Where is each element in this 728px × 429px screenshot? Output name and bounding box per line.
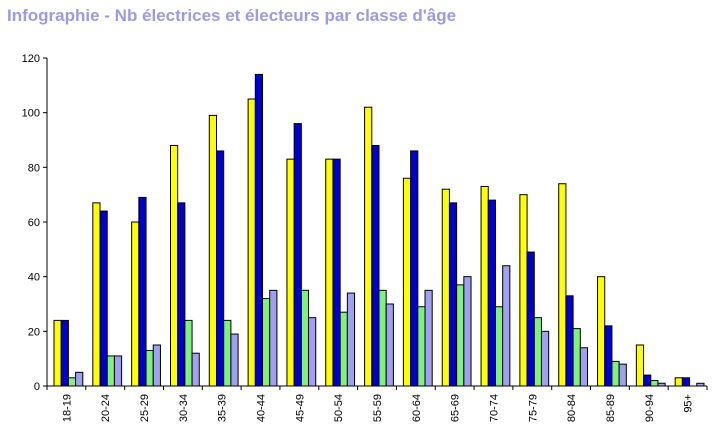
x-tick-label: 90-94 <box>644 394 656 422</box>
bar-60-64-series-1 <box>402 177 412 387</box>
x-tick-label: 25-29 <box>139 394 151 422</box>
bars <box>53 73 705 387</box>
bar-75-79-series-3 <box>533 317 542 387</box>
bar-80-84-series-4 <box>579 347 589 387</box>
bar-70-74-series-2 <box>487 199 496 387</box>
bar-55-59-series-1 <box>364 106 373 387</box>
bar-50-54-series-4 <box>346 292 356 387</box>
bar-55-59-series-4 <box>385 303 394 387</box>
y-tick-label: 60 <box>28 217 40 229</box>
bar-65-69-series-4 <box>463 276 472 387</box>
bar-30-34-series-4 <box>191 352 200 387</box>
bar-45-49-series-3 <box>300 289 310 387</box>
bar-40-44-series-3 <box>262 298 271 387</box>
bar-85-89-series-4 <box>618 363 627 387</box>
bar-45-49-series-1 <box>286 158 295 387</box>
bar-50-54-series-1 <box>325 158 334 387</box>
bar-30-34-series-3 <box>184 319 193 387</box>
bar-65-69-series-1 <box>441 188 450 387</box>
bar-40-44-series-4 <box>269 289 278 387</box>
bar-60-64-series-4 <box>424 289 433 387</box>
bar-55-59-series-2 <box>371 144 380 387</box>
x-tick-label: 30-34 <box>178 394 190 422</box>
y-tick-label: 100 <box>22 108 40 120</box>
x-tick-label: 80-84 <box>566 394 578 422</box>
bar-60-64-series-2 <box>410 150 419 387</box>
x-tick-label: 20-24 <box>100 394 112 422</box>
y-tick-label: 40 <box>28 272 40 284</box>
bar-20-24-series-1 <box>92 202 101 387</box>
bar-75-79-series-2 <box>526 251 535 387</box>
bar-40-44-series-2 <box>254 73 264 387</box>
bar-80-84-series-2 <box>565 295 574 387</box>
bar-20-24-series-2 <box>99 210 108 387</box>
bar-30-34-series-2 <box>177 202 186 387</box>
bar-85-89-series-2 <box>604 325 613 387</box>
x-tick-label: 95+ <box>683 394 695 413</box>
bar-18-19-series-3 <box>67 377 77 387</box>
bar-90-94-series-3 <box>650 380 659 387</box>
bar-50-54-series-2 <box>332 158 341 387</box>
bar-25-29-series-1 <box>131 221 140 387</box>
x-tick-label: 35-39 <box>217 394 229 422</box>
x-tick-label: 45-49 <box>294 394 306 422</box>
bar-95+-series-2 <box>681 377 691 387</box>
bar-35-39-series-4 <box>230 333 239 387</box>
axes <box>46 58 707 387</box>
bar-70-74-series-4 <box>502 265 511 387</box>
bar-35-39-series-3 <box>223 319 232 387</box>
bar-45-49-series-2 <box>293 123 302 387</box>
y-tick-label: 0 <box>34 381 40 393</box>
x-axis-ticks: 18-19 20-24 25-29 30-34 35-39 40-44 45-49 50-54… <box>46 386 708 422</box>
bar-35-39-series-2 <box>215 150 225 387</box>
x-tick-label: 65-69 <box>450 394 462 422</box>
bar-95+-series-1 <box>674 377 683 387</box>
bar-30-34-series-1 <box>169 144 179 387</box>
bar-75-79-series-1 <box>519 194 528 387</box>
bar-20-24-series-3 <box>106 355 115 387</box>
x-tick-label: 18-19 <box>61 394 73 422</box>
bar-80-84-series-3 <box>572 328 581 387</box>
x-tick-label: 55-59 <box>372 394 384 422</box>
bar-65-69-series-3 <box>456 284 465 387</box>
bar-60-64-series-3 <box>417 306 426 387</box>
bar-55-59-series-3 <box>378 289 387 387</box>
x-tick-label: 70-74 <box>488 394 500 422</box>
bar-90-94-series-2 <box>643 374 652 387</box>
bar-80-84-series-1 <box>558 183 567 387</box>
bar-70-74-series-3 <box>494 306 504 387</box>
y-axis-ticks: 0 20 40 60 80 100 120 <box>22 53 47 393</box>
y-tick-label: 20 <box>28 326 40 338</box>
bar-90-94-series-1 <box>635 344 645 387</box>
bar-25-29-series-2 <box>138 196 147 387</box>
x-tick-label: 50-54 <box>333 394 345 422</box>
bar-25-29-series-3 <box>145 349 154 387</box>
y-tick-label: 120 <box>22 53 40 65</box>
bar-20-24-series-4 <box>113 355 123 387</box>
bar-18-19-series-2 <box>60 319 69 387</box>
bar-25-29-series-4 <box>152 344 161 387</box>
x-tick-label: 40-44 <box>256 394 268 422</box>
x-tick-label: 85-89 <box>605 394 617 422</box>
y-tick-label: 80 <box>28 162 40 174</box>
bar-45-49-series-4 <box>308 317 317 387</box>
bar-18-19-series-1 <box>53 319 62 387</box>
bar-75-79-series-4 <box>540 330 550 387</box>
bar-50-54-series-3 <box>339 311 348 387</box>
bar-35-39-series-1 <box>208 114 217 387</box>
x-tick-label: 60-64 <box>411 394 423 422</box>
bar-18-19-series-4 <box>75 371 84 387</box>
chart-title: Infographie - Nb électrices et électeurs… <box>7 6 457 25</box>
bar-85-89-series-1 <box>597 276 606 387</box>
bar-85-89-series-3 <box>611 360 620 387</box>
bar-40-44-series-1 <box>247 98 256 387</box>
x-tick-label: 75-79 <box>527 394 539 422</box>
bar-70-74-series-1 <box>480 185 489 387</box>
bar-65-69-series-2 <box>448 202 458 387</box>
